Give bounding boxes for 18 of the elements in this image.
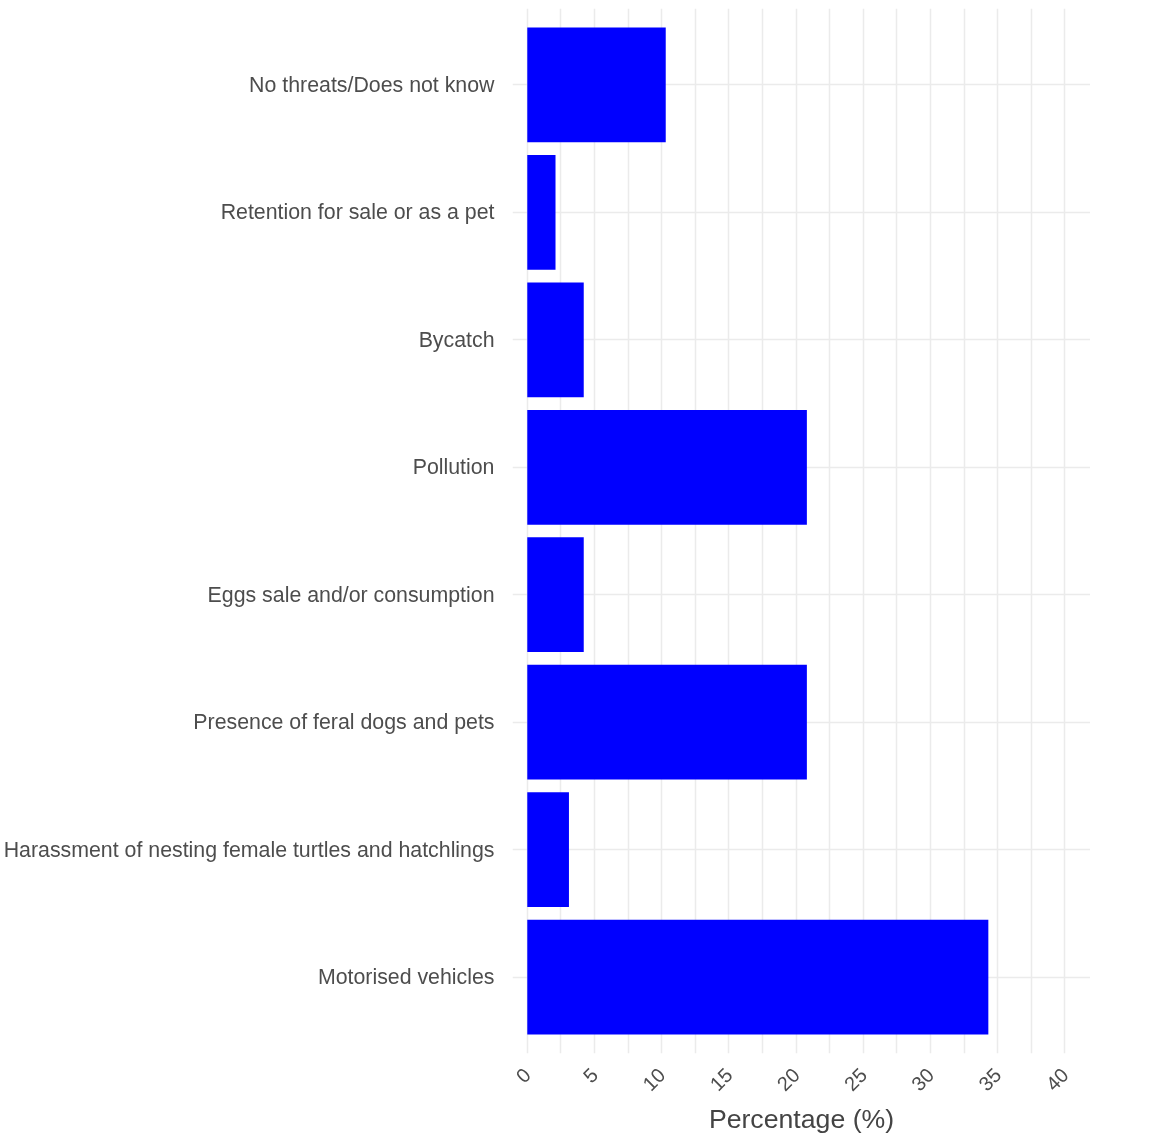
x-tick-label: 15 [705,1063,737,1096]
y-tick-label: Motorised vehicles [317,965,495,990]
x-tick-label: 25 [839,1063,872,1096]
y-tick-label: Eggs sale and/or consumption [207,582,495,607]
y-tick-label: No threats/Does not know [249,72,496,97]
y-tick-label: Pollution [412,455,495,480]
x-tick-label: 20 [772,1063,804,1096]
y-tick-label: Harassment of nesting female turtles and hatchlings [3,837,495,862]
x-axis-title: Percentage (%) [708,1104,895,1135]
x-tick-label: 35 [974,1063,1006,1096]
x-tick-label: 0 [511,1063,536,1088]
x-tick-label: 10 [638,1063,670,1096]
x-tick-label: 30 [907,1063,939,1096]
y-tick-label: Bycatch [418,327,495,352]
x-tick-label: 5 [578,1063,603,1088]
y-tick-label: Presence of feral dogs and pets [193,710,495,735]
x-tick-label: 40 [1041,1063,1073,1096]
y-tick-label: Retention for sale or as a pet [220,200,495,225]
